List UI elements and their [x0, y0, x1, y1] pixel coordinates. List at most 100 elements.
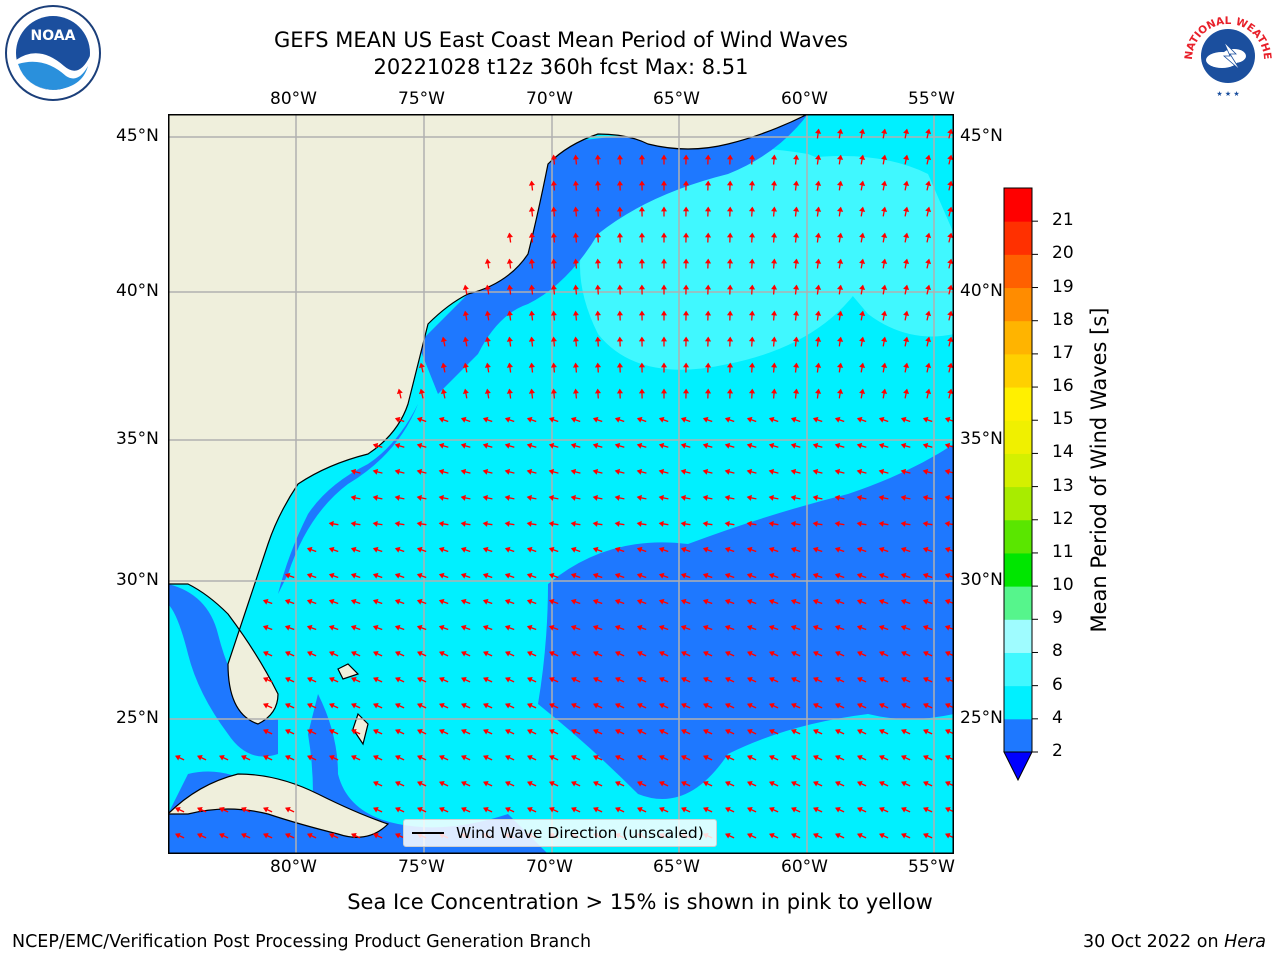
- lon-label-bottom: 80°W: [270, 857, 317, 877]
- wind-wave-arrow-head: [878, 624, 885, 631]
- wind-wave-arrow-head: [682, 362, 690, 368]
- wind-wave-arrow-head: [637, 806, 643, 813]
- wind-wave-arrow-head: [594, 284, 602, 290]
- wind-wave-arrow-head: [856, 572, 863, 579]
- wind-wave-arrow-head: [680, 572, 687, 579]
- wind-wave-arrow-head: [878, 520, 884, 527]
- footer-credit: NCEP/EMC/Verification Post Processing Pr…: [12, 932, 592, 952]
- wind-wave-arrow-head: [372, 572, 379, 579]
- wind-wave-arrow-head: [461, 806, 467, 813]
- wind-wave-arrow-head: [482, 520, 488, 527]
- wind-wave-arrow-head: [395, 806, 401, 813]
- wind-wave-arrow-head: [834, 468, 841, 475]
- wind-wave-arrow-head: [879, 832, 885, 839]
- wind-wave-arrow-head: [460, 468, 467, 475]
- wind-wave-arrow-head: [881, 362, 888, 368]
- wind-wave-arrow-head: [747, 728, 753, 735]
- wind-wave-arrow-head: [306, 624, 313, 631]
- wind-wave-arrow-head: [571, 780, 577, 787]
- wind-wave-arrow-head: [879, 650, 885, 657]
- wind-wave-arrow-head: [638, 232, 646, 238]
- wind-wave-arrow-head: [746, 416, 753, 423]
- wind-wave-arrow-head: [570, 468, 577, 475]
- wind-wave-arrow-head: [836, 232, 844, 238]
- wind-wave-arrow-head: [879, 676, 885, 683]
- wind-wave-arrow-head: [307, 728, 313, 735]
- wind-wave-arrow-head: [944, 624, 951, 631]
- wind-wave-arrow-head: [571, 728, 577, 735]
- lat-label-right: 25°N: [960, 708, 1003, 728]
- noaa-logo-text: NOAA: [31, 28, 76, 44]
- wind-wave-arrow-head: [350, 572, 357, 579]
- wind-wave-arrow-head: [351, 702, 357, 709]
- wind-wave-arrow-head: [923, 754, 929, 761]
- wind-wave-arrow-head: [528, 336, 535, 342]
- colorbar-segment: [1004, 221, 1032, 255]
- wind-wave-arrow-head: [416, 546, 423, 553]
- wind-wave-arrow-head: [703, 780, 709, 787]
- wind-wave-arrow-head: [901, 832, 907, 839]
- wind-wave-arrow-head: [922, 468, 929, 475]
- wind-wave-arrow-head: [704, 388, 712, 394]
- wind-wave-arrow-head: [923, 702, 929, 709]
- wind-wave-arrow-head: [417, 780, 423, 787]
- wind-wave-arrow-head: [594, 206, 602, 212]
- wind-wave-arrow-head: [351, 650, 357, 657]
- wind-wave-arrow-head: [482, 416, 489, 423]
- wind-wave-arrow-head: [945, 806, 951, 813]
- wind-wave-arrow-head: [284, 598, 291, 605]
- wind-wave-arrow-head: [638, 388, 646, 394]
- wind-wave-arrow-head: [726, 284, 734, 290]
- wind-wave-arrow-head: [504, 572, 511, 579]
- wind-wave-arrow-head: [836, 154, 844, 160]
- wind-wave-arrow-head: [903, 180, 910, 186]
- wind-wave-arrow-head: [570, 572, 577, 579]
- wind-wave-arrow-head: [307, 832, 313, 839]
- wind-wave-arrow-head: [682, 284, 690, 290]
- wind-wave-arrow-head: [903, 336, 910, 342]
- wind-wave-arrow-head: [900, 572, 907, 579]
- wind-wave-arrow-head: [285, 754, 291, 761]
- wind-wave-arrow-head: [812, 520, 818, 527]
- wind-wave-arrow-head: [592, 520, 598, 527]
- colorbar-segment: [1004, 387, 1032, 421]
- wind-wave-arrow-head: [394, 442, 401, 449]
- wind-wave-arrow-head: [527, 728, 533, 735]
- wind-wave-arrow-head: [416, 598, 423, 605]
- lat-label-right: 30°N: [960, 570, 1003, 590]
- wind-wave-arrow-head: [748, 388, 756, 394]
- wind-wave-arrow-head: [661, 284, 667, 290]
- wind-wave-arrow-head: [659, 650, 665, 657]
- colorbar-tick-label: 15: [1052, 409, 1074, 430]
- wind-wave-arrow-head: [793, 284, 800, 290]
- wind-wave-arrow-head: [925, 128, 932, 135]
- wind-wave-arrow-head: [726, 388, 734, 394]
- lon-label-bottom: 65°W: [653, 857, 700, 877]
- wind-wave-arrow-head: [771, 388, 778, 394]
- wind-wave-arrow-head: [682, 154, 690, 160]
- wind-wave-arrow-head: [263, 832, 269, 839]
- wind-wave-arrow-head: [769, 728, 775, 735]
- wind-wave-arrow-head: [835, 650, 841, 657]
- lat-label-left: 45°N: [116, 126, 159, 146]
- wind-wave-arrow-head: [439, 702, 445, 709]
- wind-wave-arrow-head: [418, 388, 425, 395]
- wind-wave-arrow-head: [747, 806, 753, 813]
- wind-wave-arrow-head: [790, 546, 797, 553]
- colorbar-segment: [1004, 486, 1032, 521]
- map-legend: Wind Wave Direction (unscaled): [403, 819, 717, 847]
- wind-wave-arrow-head: [945, 676, 951, 683]
- wind-wave-arrow-head: [859, 154, 866, 160]
- wind-wave-arrow-head: [570, 520, 576, 527]
- wind-wave-arrow-head: [417, 702, 423, 709]
- wind-wave-arrow-head: [636, 442, 643, 449]
- wind-wave-arrow-head: [506, 258, 513, 264]
- wind-wave-arrow-head: [813, 754, 819, 761]
- wind-wave-arrow-head: [661, 362, 667, 368]
- wind-wave-arrow-head: [440, 388, 447, 394]
- lon-label-bottom: 70°W: [526, 857, 573, 877]
- wind-wave-arrow-head: [813, 780, 819, 787]
- wind-wave-arrow-head: [769, 806, 775, 813]
- wind-wave-arrow-head: [526, 624, 533, 631]
- wind-wave-arrow-head: [682, 388, 690, 394]
